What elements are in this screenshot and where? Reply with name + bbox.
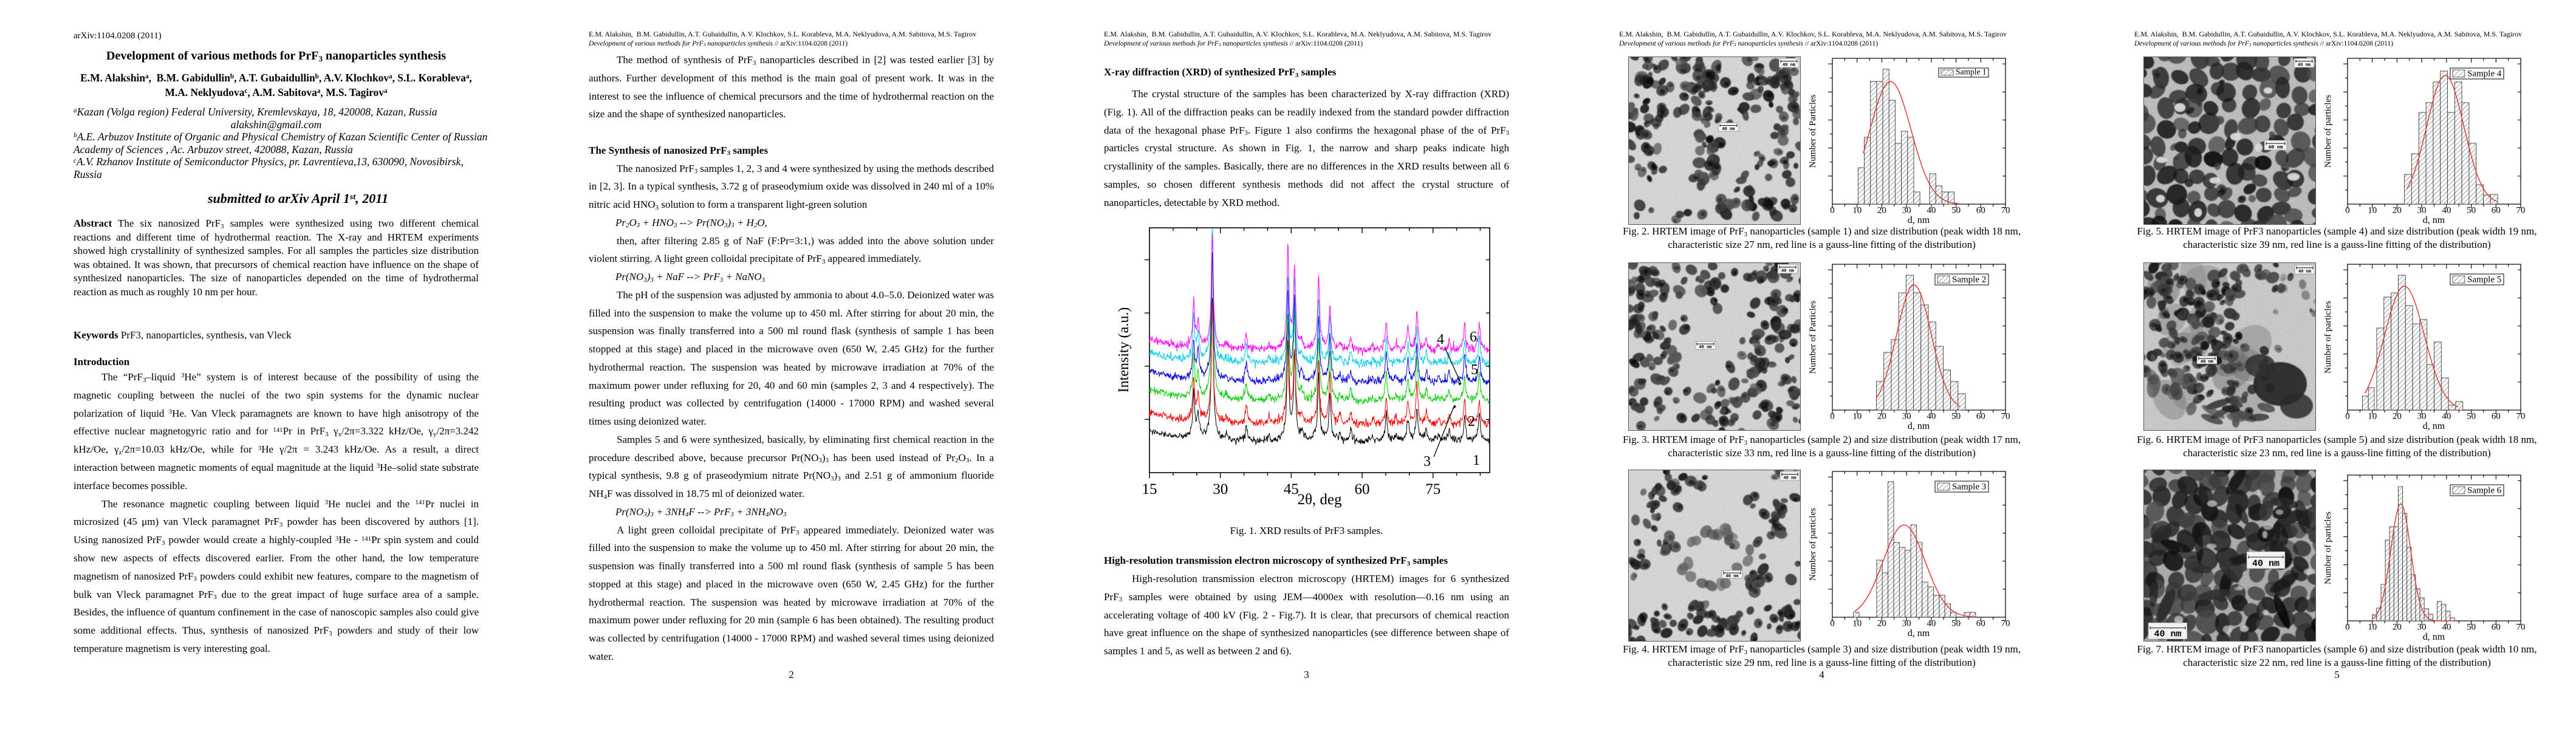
svg-text:40 nm: 40 nm (1783, 476, 1796, 481)
svg-text:d, nm: d, nm (1908, 421, 1930, 431)
svg-text:d, nm: d, nm (2423, 632, 2445, 642)
svg-text:30: 30 (2417, 206, 2427, 216)
svg-text:4: 4 (1437, 332, 1444, 347)
svg-text:Intensity (a.u.): Intensity (a.u.) (1116, 307, 1132, 393)
svg-text:40 nm: 40 nm (2298, 270, 2311, 275)
svg-text:60: 60 (1976, 412, 1985, 422)
svg-text:d, nm: d, nm (2423, 215, 2445, 225)
svg-text:40 nm: 40 nm (2298, 63, 2311, 68)
svg-text:Sample 3: Sample 3 (1952, 482, 1986, 492)
svg-text:50: 50 (1951, 206, 1961, 216)
svg-text:60: 60 (1976, 619, 1985, 629)
svg-text:50: 50 (1951, 412, 1961, 422)
svg-text:d, nm: d, nm (2423, 421, 2445, 431)
svg-text:3: 3 (1423, 454, 1431, 470)
svg-text:10: 10 (2368, 412, 2377, 422)
svg-text:50: 50 (2467, 623, 2476, 632)
svg-text:40: 40 (1927, 619, 1936, 629)
svg-text:6: 6 (1470, 329, 1477, 345)
svg-text:70: 70 (2001, 619, 2010, 629)
svg-text:60: 60 (1976, 206, 1985, 216)
svg-text:20: 20 (1877, 206, 1886, 216)
svg-text:10: 10 (1852, 619, 1862, 629)
svg-text:5: 5 (1471, 362, 1478, 378)
svg-text:0: 0 (1830, 206, 1835, 216)
svg-text:Sample 4: Sample 4 (2467, 69, 2502, 79)
svg-text:Number of particles: Number of particles (2323, 301, 2333, 374)
svg-text:60: 60 (2492, 206, 2501, 216)
svg-text:60: 60 (2492, 412, 2501, 422)
svg-text:30: 30 (1902, 619, 1911, 629)
svg-text:40 nm: 40 nm (2252, 559, 2280, 569)
svg-text:d, nm: d, nm (1908, 215, 1930, 225)
svg-text:70: 70 (2001, 412, 2010, 422)
svg-text:60: 60 (2492, 623, 2501, 632)
svg-text:30: 30 (2417, 623, 2427, 632)
svg-text:20: 20 (1877, 412, 1886, 422)
svg-text:50: 50 (2467, 206, 2476, 216)
svg-text:10: 10 (2368, 206, 2377, 216)
svg-text:70: 70 (2516, 623, 2526, 632)
svg-text:20: 20 (2393, 206, 2402, 216)
svg-text:30: 30 (1902, 412, 1911, 422)
svg-text:70: 70 (2001, 206, 2010, 216)
svg-text:40 nm: 40 nm (2154, 629, 2181, 640)
svg-text:20: 20 (2393, 412, 2402, 422)
svg-text:30: 30 (2417, 412, 2427, 422)
svg-text:1: 1 (1473, 453, 1480, 468)
svg-text:2: 2 (1468, 414, 1475, 430)
svg-text:40 nm: 40 nm (2201, 360, 2213, 364)
svg-text:Number of Particles: Number of Particles (1808, 300, 1818, 374)
svg-text:20: 20 (2393, 623, 2402, 632)
svg-text:30: 30 (1902, 206, 1911, 216)
svg-text:0: 0 (2345, 206, 2350, 216)
svg-text:60: 60 (1355, 481, 1370, 498)
svg-text:40 nm: 40 nm (1725, 574, 1738, 579)
svg-text:15: 15 (1142, 481, 1157, 498)
svg-text:d, nm: d, nm (1908, 628, 1930, 638)
svg-text:Number of Particles: Number of Particles (1808, 94, 1818, 168)
svg-text:40: 40 (1927, 412, 1936, 422)
svg-text:40 nm: 40 nm (1781, 269, 1794, 274)
svg-text:40 nm: 40 nm (1783, 63, 1795, 68)
svg-text:Sample 5: Sample 5 (2467, 275, 2501, 285)
svg-text:0: 0 (1830, 412, 1835, 422)
svg-text:40: 40 (2442, 206, 2451, 216)
svg-text:40 nm: 40 nm (2268, 145, 2283, 150)
svg-text:Sample 2: Sample 2 (1952, 275, 1986, 285)
svg-text:0: 0 (2345, 623, 2350, 632)
svg-text:40 nm: 40 nm (1722, 127, 1735, 132)
svg-text:Sample 6: Sample 6 (2467, 486, 2502, 496)
svg-text:Number of particles: Number of particles (2323, 512, 2333, 584)
svg-text:50: 50 (2467, 412, 2476, 422)
svg-text:45: 45 (1284, 481, 1299, 498)
svg-text:40: 40 (1927, 206, 1936, 216)
svg-text:50: 50 (1951, 619, 1961, 629)
svg-text:0: 0 (1830, 619, 1835, 629)
svg-text:Sample 1: Sample 1 (1956, 67, 1987, 77)
svg-text:75: 75 (1425, 481, 1440, 498)
svg-text:40: 40 (2442, 623, 2451, 632)
svg-text:20: 20 (1877, 619, 1886, 629)
svg-text:70: 70 (2516, 412, 2526, 422)
svg-text:10: 10 (1852, 412, 1862, 422)
svg-text:10: 10 (1852, 206, 1862, 216)
svg-text:40: 40 (2442, 412, 2451, 422)
svg-text:40 nm: 40 nm (1699, 345, 1711, 350)
svg-text:70: 70 (2516, 206, 2526, 216)
svg-text:Number of particles: Number of particles (2323, 95, 2333, 168)
svg-text:Number of particles: Number of particles (1808, 508, 1818, 581)
svg-text:2θ, deg: 2θ, deg (1297, 491, 1342, 508)
svg-text:10: 10 (2368, 623, 2377, 632)
svg-text:30: 30 (1213, 481, 1228, 498)
svg-text:0: 0 (2345, 412, 2350, 422)
